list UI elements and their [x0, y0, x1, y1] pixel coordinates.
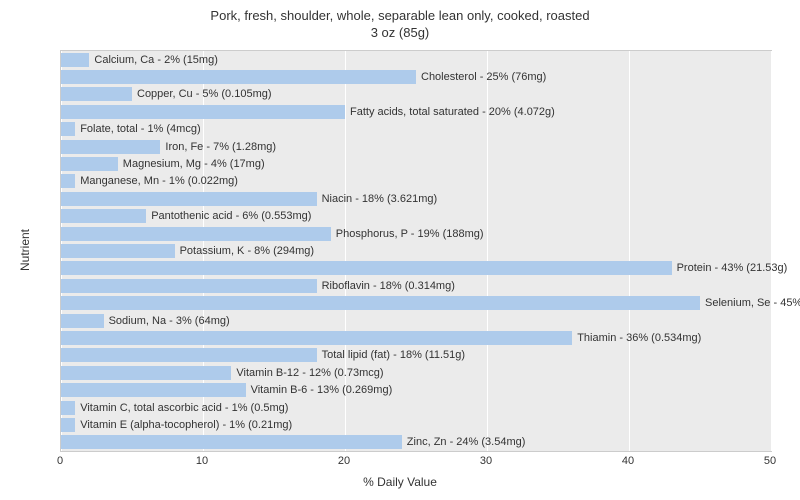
- nutrient-bar: [61, 261, 672, 275]
- nutrient-bar: [61, 157, 118, 171]
- nutrient-bar: [61, 279, 317, 293]
- nutrient-bar-label: Vitamin B-12 - 12% (0.73mcg): [236, 366, 383, 380]
- nutrient-bar-label: Sodium, Na - 3% (64mg): [109, 314, 230, 328]
- nutrient-bar-label: Copper, Cu - 5% (0.105mg): [137, 87, 272, 101]
- nutrient-bar-label: Cholesterol - 25% (76mg): [421, 70, 546, 84]
- nutrient-bar-label: Iron, Fe - 7% (1.28mg): [165, 140, 276, 154]
- nutrient-bar: [61, 331, 572, 345]
- x-tick-label: 20: [338, 455, 350, 467]
- nutrient-bar: [61, 70, 416, 84]
- nutrient-bar-label: Vitamin C, total ascorbic acid - 1% (0.5…: [80, 401, 288, 415]
- nutrient-bar-label: Manganese, Mn - 1% (0.022mg): [80, 174, 238, 188]
- nutrient-bar-label: Total lipid (fat) - 18% (11.51g): [322, 348, 465, 362]
- nutrient-bar: [61, 401, 75, 415]
- x-tick-label: 50: [764, 455, 776, 467]
- nutrient-bar: [61, 53, 89, 67]
- nutrient-bar-label: Niacin - 18% (3.621mg): [322, 192, 438, 206]
- nutrient-bar-label: Calcium, Ca - 2% (15mg): [94, 53, 217, 67]
- nutrient-bar: [61, 87, 132, 101]
- nutrient-bar-label: Zinc, Zn - 24% (3.54mg): [407, 435, 526, 449]
- nutrient-bar: [61, 244, 175, 258]
- nutrient-bar-label: Vitamin B-6 - 13% (0.269mg): [251, 383, 393, 397]
- x-axis-label: % Daily Value: [363, 475, 437, 489]
- x-tick-label: 10: [196, 455, 208, 467]
- nutrient-bar: [61, 140, 160, 154]
- nutrient-bar-label: Magnesium, Mg - 4% (17mg): [123, 157, 265, 171]
- plot-area: Calcium, Ca - 2% (15mg) Cholesterol - 25%…: [60, 50, 772, 452]
- nutrient-bar-label: Phosphorus, P - 19% (188mg): [336, 227, 484, 241]
- nutrient-bar-label: Selenium, Se - 45% (31.8mcg): [705, 296, 800, 310]
- nutrient-bar: [61, 366, 231, 380]
- nutrient-bar-label: Riboflavin - 18% (0.314mg): [322, 279, 455, 293]
- nutrient-bar: [61, 105, 345, 119]
- nutrient-bar: [61, 383, 246, 397]
- nutrient-bar: [61, 122, 75, 136]
- nutrient-bar-label: Fatty acids, total saturated - 20% (4.07…: [350, 105, 555, 119]
- y-axis-label: Nutrient: [18, 229, 32, 271]
- nutrient-bar-label: Potassium, K - 8% (294mg): [180, 244, 315, 258]
- chart-title: Pork, fresh, shoulder, whole, separable …: [0, 0, 800, 42]
- nutrient-bar: [61, 192, 317, 206]
- title-line-1: Pork, fresh, shoulder, whole, separable …: [210, 8, 589, 23]
- nutrient-bar-label: Pantothenic acid - 6% (0.553mg): [151, 209, 311, 223]
- nutrient-bar: [61, 209, 146, 223]
- title-line-2: 3 oz (85g): [371, 25, 430, 40]
- nutrient-bar: [61, 435, 402, 449]
- nutrient-bar: [61, 418, 75, 432]
- nutrient-bar-label: Folate, total - 1% (4mcg): [80, 122, 200, 136]
- nutrient-bar-label: Protein - 43% (21.53g): [677, 261, 788, 275]
- nutrient-bar-label: Vitamin E (alpha-tocopherol) - 1% (0.21m…: [80, 418, 292, 432]
- gridline: [771, 51, 772, 451]
- nutrient-bar: [61, 314, 104, 328]
- x-tick-label: 40: [622, 455, 634, 467]
- gridline: [629, 51, 630, 451]
- nutrient-chart: Pork, fresh, shoulder, whole, separable …: [0, 0, 800, 500]
- x-tick-label: 30: [480, 455, 492, 467]
- nutrient-bar: [61, 227, 331, 241]
- nutrient-bar: [61, 296, 700, 310]
- nutrient-bar: [61, 348, 317, 362]
- x-tick-label: 0: [57, 455, 63, 467]
- nutrient-bar: [61, 174, 75, 188]
- nutrient-bar-label: Thiamin - 36% (0.534mg): [577, 331, 701, 345]
